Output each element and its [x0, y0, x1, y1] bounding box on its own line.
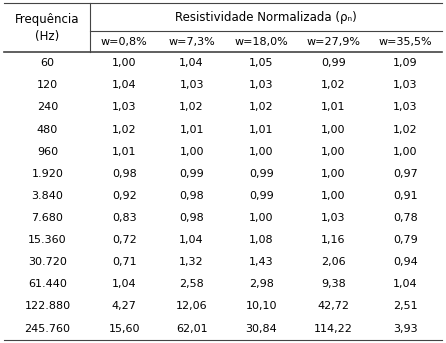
Text: 0,99: 0,99 — [249, 191, 274, 201]
Text: 1,03: 1,03 — [321, 213, 346, 223]
Text: 60: 60 — [41, 58, 54, 68]
Text: 1,02: 1,02 — [393, 125, 418, 134]
Text: 4,27: 4,27 — [112, 301, 136, 311]
Text: 0,91: 0,91 — [393, 191, 418, 201]
Text: 1,00: 1,00 — [321, 125, 346, 134]
Text: 1,00: 1,00 — [179, 147, 204, 157]
Text: 12,06: 12,06 — [176, 301, 207, 311]
Text: 3.840: 3.840 — [32, 191, 63, 201]
Text: 0,99: 0,99 — [321, 58, 346, 68]
Text: 1,02: 1,02 — [179, 103, 204, 113]
Text: 1,43: 1,43 — [249, 257, 274, 267]
Text: 1,04: 1,04 — [112, 279, 136, 289]
Text: 1,03: 1,03 — [249, 80, 273, 90]
Text: 1.920: 1.920 — [32, 169, 63, 179]
Text: 30.720: 30.720 — [28, 257, 67, 267]
Text: 15.360: 15.360 — [28, 235, 67, 245]
Text: Frequência
(Hz): Frequência (Hz) — [15, 13, 80, 43]
Text: 1,00: 1,00 — [393, 147, 418, 157]
Text: 3,93: 3,93 — [393, 323, 418, 333]
Text: w=0,8%: w=0,8% — [101, 37, 148, 47]
Text: 114,22: 114,22 — [314, 323, 353, 333]
Text: 0,97: 0,97 — [393, 169, 418, 179]
Text: 1,03: 1,03 — [393, 103, 418, 113]
Text: 1,03: 1,03 — [393, 80, 418, 90]
Text: 1,02: 1,02 — [112, 125, 136, 134]
Text: 0,72: 0,72 — [112, 235, 136, 245]
Text: 1,00: 1,00 — [112, 58, 136, 68]
Text: 1,01: 1,01 — [179, 125, 204, 134]
Text: 1,00: 1,00 — [249, 213, 273, 223]
Text: 0,83: 0,83 — [112, 213, 136, 223]
Text: 1,32: 1,32 — [179, 257, 204, 267]
Text: 1,16: 1,16 — [321, 235, 346, 245]
Text: 15,60: 15,60 — [108, 323, 140, 333]
Text: 0,98: 0,98 — [179, 213, 204, 223]
Text: 1,03: 1,03 — [112, 103, 136, 113]
Text: 1,08: 1,08 — [249, 235, 274, 245]
Text: 1,01: 1,01 — [112, 147, 136, 157]
Text: 480: 480 — [37, 125, 58, 134]
Text: w=27,9%: w=27,9% — [306, 37, 360, 47]
Text: 0,99: 0,99 — [179, 169, 204, 179]
Text: 1,05: 1,05 — [249, 58, 273, 68]
Text: 1,00: 1,00 — [321, 191, 346, 201]
Text: 1,04: 1,04 — [393, 279, 418, 289]
Text: 2,51: 2,51 — [393, 301, 418, 311]
Text: 1,09: 1,09 — [393, 58, 418, 68]
Text: 1,03: 1,03 — [179, 80, 204, 90]
Text: 30,84: 30,84 — [245, 323, 277, 333]
Text: 1,04: 1,04 — [112, 80, 136, 90]
Text: w=18,0%: w=18,0% — [235, 37, 288, 47]
Text: 2,98: 2,98 — [249, 279, 274, 289]
Text: 61.440: 61.440 — [28, 279, 67, 289]
Text: 120: 120 — [37, 80, 58, 90]
Text: 10,10: 10,10 — [246, 301, 277, 311]
Text: 62,01: 62,01 — [176, 323, 207, 333]
Text: 0,98: 0,98 — [112, 169, 136, 179]
Text: 240: 240 — [37, 103, 58, 113]
Text: 2,06: 2,06 — [321, 257, 346, 267]
Text: 1,01: 1,01 — [249, 125, 273, 134]
Text: 0,71: 0,71 — [112, 257, 136, 267]
Text: 1,02: 1,02 — [249, 103, 274, 113]
Text: 0,94: 0,94 — [393, 257, 418, 267]
Text: 0,78: 0,78 — [393, 213, 418, 223]
Text: 0,98: 0,98 — [179, 191, 204, 201]
Text: 1,00: 1,00 — [321, 147, 346, 157]
Text: 1,02: 1,02 — [321, 80, 346, 90]
Text: 7.680: 7.680 — [32, 213, 63, 223]
Text: 122.880: 122.880 — [25, 301, 70, 311]
Text: 1,04: 1,04 — [179, 58, 204, 68]
Text: 1,00: 1,00 — [249, 147, 273, 157]
Text: 1,04: 1,04 — [179, 235, 204, 245]
Text: 0,99: 0,99 — [249, 169, 274, 179]
Text: 960: 960 — [37, 147, 58, 157]
Text: w=7,3%: w=7,3% — [168, 37, 215, 47]
Text: 0,79: 0,79 — [393, 235, 418, 245]
Text: 2,58: 2,58 — [179, 279, 204, 289]
Text: 1,00: 1,00 — [321, 169, 346, 179]
Text: 9,38: 9,38 — [321, 279, 346, 289]
Text: 42,72: 42,72 — [318, 301, 349, 311]
Text: 0,92: 0,92 — [112, 191, 136, 201]
Text: 1,01: 1,01 — [321, 103, 346, 113]
Text: Resistividade Normalizada (ρₙ): Resistividade Normalizada (ρₙ) — [175, 11, 357, 24]
Text: w=35,5%: w=35,5% — [379, 37, 432, 47]
Text: 245.760: 245.760 — [25, 323, 70, 333]
